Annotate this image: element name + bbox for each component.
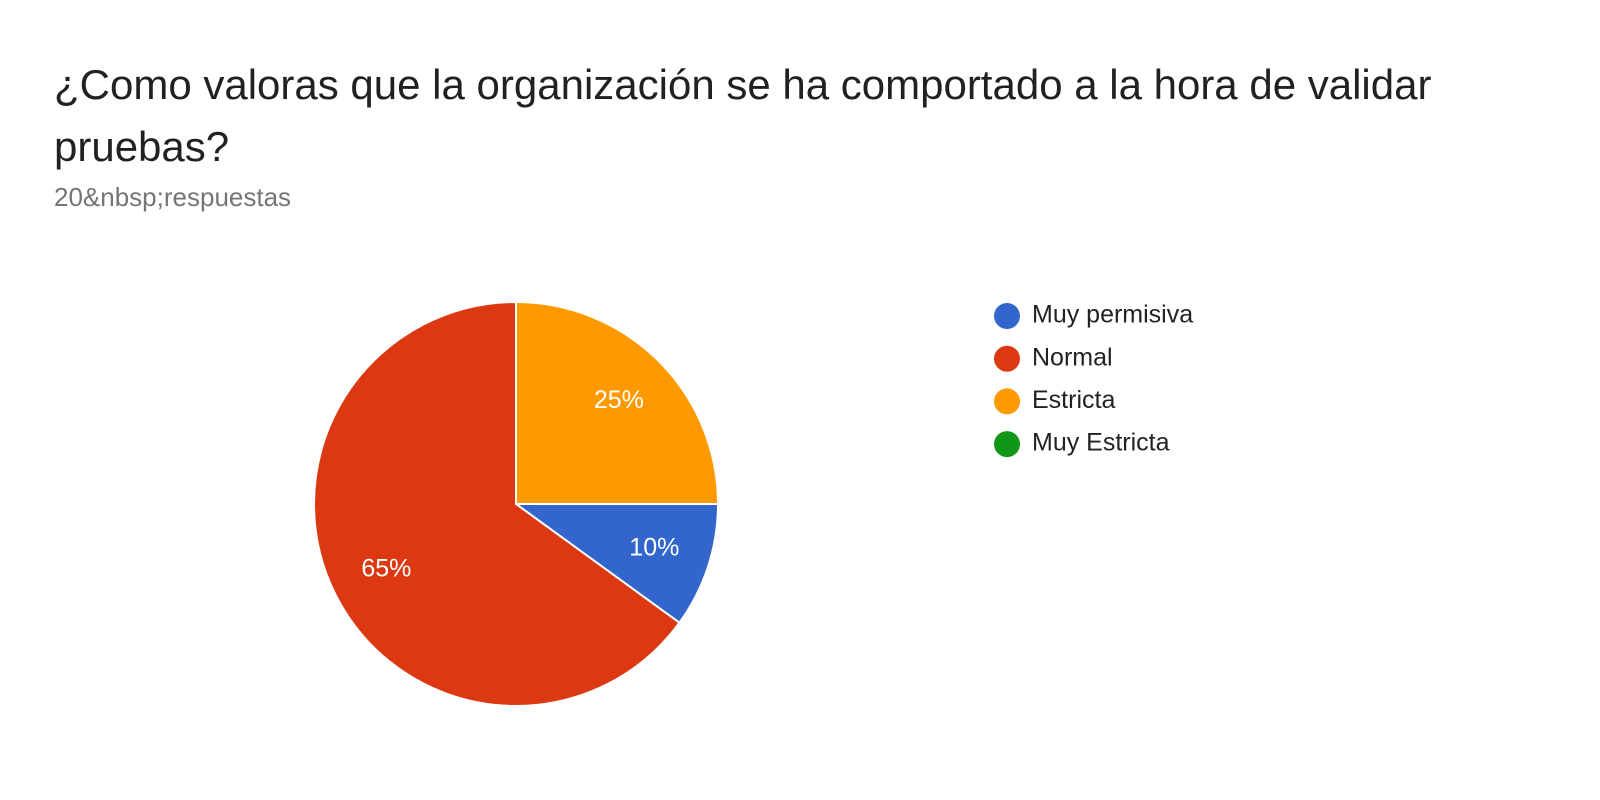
chart-subtitle: 20&nbsp;respuestas: [54, 182, 292, 212]
legend-marker: [994, 388, 1020, 415]
pie-slice: [515, 300, 720, 505]
pie-slice: [512, 503, 720, 625]
slice-label: 25%: [594, 386, 644, 414]
legend-label: Normal: [1032, 343, 1113, 371]
legend-label: Muy permisiva: [1032, 301, 1193, 329]
slice-label: 10%: [629, 534, 679, 562]
legend-marker: [994, 303, 1020, 329]
legend-marker: [994, 431, 1020, 458]
legend-label: Estricta: [1032, 386, 1115, 414]
chart-title: ¿Como valoras que la organización se ha …: [54, 61, 1432, 170]
legend-label: Muy Estricta: [1032, 429, 1170, 457]
pie-slice: [313, 300, 681, 707]
slice-label: 65%: [361, 555, 411, 583]
legend-marker: [994, 345, 1020, 372]
